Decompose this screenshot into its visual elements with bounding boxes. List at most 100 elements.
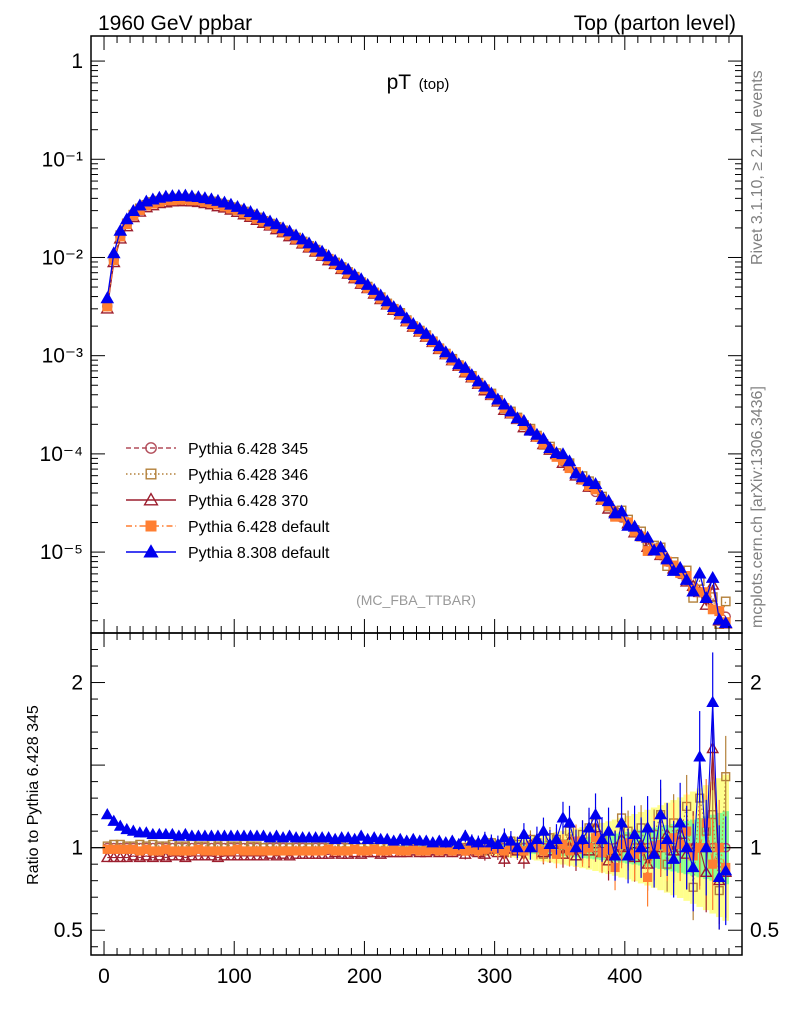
main-series-2 xyxy=(100,194,733,629)
main-point xyxy=(660,552,674,565)
main-point xyxy=(705,570,720,583)
xtick-label: 300 xyxy=(477,965,512,988)
main-point xyxy=(497,397,512,410)
main-point xyxy=(425,333,440,345)
main-point xyxy=(718,616,733,628)
ratio-point xyxy=(452,837,466,849)
main-point xyxy=(432,339,447,352)
main-point xyxy=(328,253,342,266)
ratio-ytick-label-right: 2 xyxy=(750,672,762,695)
ratio-ylabel: Ratio to Pythia 6.428 345 xyxy=(25,705,42,885)
ratio-point xyxy=(517,852,531,864)
main-point xyxy=(452,357,466,370)
ratio-point xyxy=(537,824,550,836)
ratio-point xyxy=(113,819,127,831)
main-ytick-label: 10⁻⁵ xyxy=(40,541,83,564)
main-point xyxy=(237,202,251,215)
main-point xyxy=(119,212,134,225)
main-point xyxy=(679,572,694,585)
ratio-point xyxy=(712,870,726,882)
main-point xyxy=(256,210,271,223)
ratio-point xyxy=(615,816,628,828)
main-point xyxy=(543,441,557,454)
main-ytick-label: 1 xyxy=(71,50,83,73)
main-point xyxy=(556,447,570,460)
main-point xyxy=(530,427,544,440)
ratio-point xyxy=(643,872,653,882)
main-point xyxy=(263,214,277,227)
main-point xyxy=(269,217,284,230)
main-point xyxy=(673,560,687,573)
ratio-point xyxy=(686,860,700,873)
watermark: (MC_FBA_TTBAR) xyxy=(356,592,476,608)
side-label-rivet: Rivet 3.1.10, ≥ 2.1M events xyxy=(749,70,766,265)
ratio-point xyxy=(558,839,568,849)
plot-title-sub: (top) xyxy=(419,76,450,93)
ratio-point xyxy=(621,849,635,861)
ratio-point xyxy=(569,841,583,853)
ratio-point xyxy=(634,841,648,853)
main-point xyxy=(575,470,590,483)
legend-entry-3: Pythia 6.428 default xyxy=(126,519,330,536)
legend-entry-4: Pythia 8.308 default xyxy=(126,544,330,562)
main-point xyxy=(106,246,121,259)
main-point xyxy=(484,386,499,399)
main-point xyxy=(510,411,525,424)
ratio-point xyxy=(367,831,381,843)
legend-marker xyxy=(143,492,159,506)
ratio-point xyxy=(458,829,472,841)
ratio-ytick-label: 2 xyxy=(71,672,83,695)
legend-entry-1: Pythia 6.428 346 xyxy=(126,467,308,484)
legend-label: Pythia 6.428 346 xyxy=(188,467,308,484)
legend: Pythia 6.428 345 Pythia 6.428 346 Pythia 6… xyxy=(126,441,330,562)
header-right: Top (parton level) xyxy=(574,12,736,35)
main-point xyxy=(465,368,479,380)
main-point xyxy=(412,321,427,334)
ratio-point xyxy=(406,832,420,845)
main-point xyxy=(315,244,329,257)
ratio-point xyxy=(341,831,355,843)
ratio-point xyxy=(647,847,661,859)
main-point xyxy=(471,374,486,387)
ratio-point xyxy=(257,829,270,841)
ratio-point xyxy=(393,832,407,845)
main-point xyxy=(295,232,310,245)
ratio-point xyxy=(270,829,283,841)
main-point xyxy=(699,591,714,603)
xtick-label: 200 xyxy=(347,965,382,988)
main-point xyxy=(341,262,355,275)
xtick-label: 0 xyxy=(98,965,110,988)
main-point xyxy=(393,304,408,317)
main-point xyxy=(478,379,492,392)
ratio-point xyxy=(693,750,707,762)
side-label-mcplots: mcplots.cern.ch [arXiv:1306.3436] xyxy=(749,386,766,628)
ratio-point xyxy=(100,850,114,863)
main-point xyxy=(419,326,434,339)
ratio-plot-frame xyxy=(90,632,743,956)
main-point xyxy=(720,596,731,607)
ratio-point xyxy=(432,834,446,846)
main-point xyxy=(588,477,603,490)
main-point xyxy=(504,404,518,417)
ratio-point xyxy=(139,826,153,838)
ratio-point xyxy=(445,834,459,846)
main-point xyxy=(321,249,336,262)
main-point xyxy=(712,612,727,625)
ratio-point xyxy=(654,808,668,820)
main-point xyxy=(614,504,629,517)
ratio-point xyxy=(589,808,602,820)
ratio-point xyxy=(120,822,134,835)
ratio-point xyxy=(719,864,733,876)
main-ytick-label: 10⁻⁴ xyxy=(40,443,83,466)
main-point xyxy=(399,311,414,324)
ratio-point xyxy=(641,821,655,833)
main-point xyxy=(250,207,264,220)
ratio-point xyxy=(113,850,127,863)
ratio-point xyxy=(107,850,121,863)
ratio-point xyxy=(556,811,570,823)
ratio-ytick-label-right: 0.5 xyxy=(750,919,779,942)
main-ytick-label: 10⁻¹ xyxy=(42,148,83,171)
ratio-point xyxy=(524,841,537,853)
ratio-point xyxy=(673,816,687,828)
plot-title-main: pT xyxy=(387,71,412,94)
